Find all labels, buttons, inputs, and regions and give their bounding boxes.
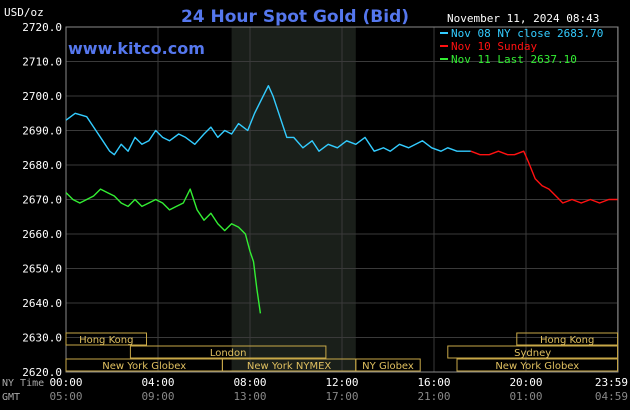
y-tick-label: 2650.0 bbox=[22, 263, 62, 276]
x-tick-ny: 04:00 bbox=[141, 376, 174, 389]
grid bbox=[65, 26, 619, 373]
y-tick-label: 2660.0 bbox=[22, 228, 62, 241]
session-label: London bbox=[210, 348, 247, 359]
session-box bbox=[516, 332, 619, 346]
x-tick-gmt: 21:00 bbox=[417, 390, 450, 403]
plot-frame bbox=[65, 26, 619, 373]
session-box bbox=[65, 332, 147, 346]
session-label: New York Globex bbox=[102, 361, 186, 372]
session-box bbox=[456, 358, 619, 372]
x-tick-ny: 16:00 bbox=[417, 376, 450, 389]
session-label: Sydney bbox=[514, 348, 551, 359]
x-tick-ny: 00:00 bbox=[49, 376, 82, 389]
session-label: New York NYMEX bbox=[247, 361, 332, 372]
market-sessions: Hong Kong Hong Kong London Sydney New York G… bbox=[65, 332, 619, 372]
x-tick-ny: 08:00 bbox=[233, 376, 266, 389]
session-label: New York Globex bbox=[495, 361, 579, 372]
session-label: Hong Kong bbox=[79, 335, 133, 346]
legend-entry: Nov 08 NY close 2683.70 bbox=[451, 27, 603, 40]
y-tick-label: 2670.0 bbox=[22, 194, 62, 207]
x-tick-gmt: 17:00 bbox=[325, 390, 358, 403]
x-tick-gmt: 09:00 bbox=[141, 390, 174, 403]
x-tick-gmt: 01:00 bbox=[509, 390, 542, 403]
legend-entry: Nov 10 Sunday bbox=[451, 40, 537, 53]
x-tick-ny: 20:00 bbox=[509, 376, 542, 389]
axes: 2720.0 2710.0 2700.0 2690.0 2680.0 2670.0 2660… bbox=[2, 21, 628, 403]
series-line-green bbox=[65, 188, 262, 314]
ny-time-label: NY Time bbox=[2, 378, 44, 389]
y-tick-label: 2700.0 bbox=[22, 90, 62, 103]
session-box bbox=[447, 345, 619, 359]
y-tick-label: 2630.0 bbox=[22, 332, 62, 345]
session-label: NY Globex bbox=[362, 361, 414, 372]
y-tick-label: 2680.0 bbox=[22, 159, 62, 172]
watermark: www.kitco.com bbox=[68, 39, 205, 58]
x-tick-gmt: 05:00 bbox=[49, 390, 82, 403]
y-tick-label: 2720.0 bbox=[22, 21, 62, 34]
session-box bbox=[129, 345, 327, 359]
y-tick-label: 2710.0 bbox=[22, 56, 62, 69]
x-tick-gmt: 04:59 bbox=[595, 390, 628, 403]
legend-entry: Nov 11 Last 2637.10 bbox=[451, 53, 577, 66]
y-tick-label: 2690.0 bbox=[22, 125, 62, 138]
chart-title: 24 Hour Spot Gold (Bid) bbox=[181, 7, 409, 27]
x-tick-ny: 12:00 bbox=[325, 376, 358, 389]
y-tick-label: 2620.0 bbox=[22, 366, 62, 379]
y-tick-label: 2640.0 bbox=[22, 297, 62, 310]
session-box bbox=[355, 358, 421, 372]
price-series bbox=[65, 84, 618, 314]
units-label: USD/oz bbox=[4, 6, 44, 19]
gmt-label: GMT bbox=[2, 392, 20, 403]
x-tick-gmt: 13:00 bbox=[233, 390, 266, 403]
series-line-red bbox=[470, 150, 618, 204]
date-label: November 11, 2024 08:43 bbox=[447, 12, 599, 25]
x-tick-ny: 23:59 bbox=[595, 376, 628, 389]
session-label: Hong Kong bbox=[540, 335, 594, 346]
series-line-cyan bbox=[65, 84, 471, 156]
